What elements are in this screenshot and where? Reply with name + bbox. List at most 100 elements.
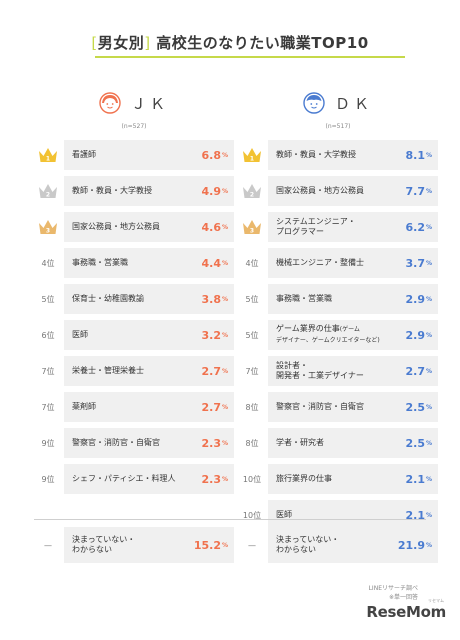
job-label: 事務職・営業職 xyxy=(72,258,128,267)
jk-header: ＪＫ xyxy=(34,86,234,120)
resemom-logo: ReseMom xyxy=(366,603,446,621)
job-box: 学者・研究者 2.5% xyxy=(268,428,438,458)
rank-label: 8位 xyxy=(245,402,259,412)
value-label: 4.6% xyxy=(201,220,228,234)
rank-label: 3 xyxy=(238,212,266,242)
dk-rank-row: 1 教師・教員・大学教授 8.1% xyxy=(238,140,438,170)
value-label: 2.5% xyxy=(405,436,432,450)
job-label: 医師 xyxy=(276,510,292,519)
job-box: 警察官・消防官・自衛官 2.5% xyxy=(268,392,438,422)
job-label: 警察官・消防官・自衛官 xyxy=(276,402,364,411)
value-label: 4.9% xyxy=(201,184,228,198)
title-bracket-open: [ xyxy=(91,34,98,52)
girl-face-icon xyxy=(99,92,121,114)
jk-rows: 1 看護師 6.8% 2 教師・教員・大学教授 4.9% 3 国家公務員・地方公務員 4.6% 4… xyxy=(34,140,234,494)
job-label: 旅行業界の仕事 xyxy=(276,474,332,483)
value-label: 6.8% xyxy=(201,148,228,162)
job-label: 栄養士・管理栄養士 xyxy=(72,366,144,375)
job-label: 国家公務員・地方公務員 xyxy=(72,222,160,231)
dk-header: ＤＫ xyxy=(238,86,438,120)
crown-rank-number: 2 xyxy=(250,192,254,199)
answer-note: ※単一回答 xyxy=(388,594,418,601)
job-box: 機械エンジニア・整備士 3.7% xyxy=(268,248,438,278)
rank-label: 5位 xyxy=(245,294,259,304)
dk-rank-row: 5位 ゲーム業界の仕事(ゲーム デザイナー、ゲームクリエイターなど) 2.9% xyxy=(238,320,438,350)
job-label: 設計者・ 開発者・工業デザイナー xyxy=(276,361,364,380)
dk-rank-row: 2 国家公務員・地方公務員 7.7% xyxy=(238,176,438,206)
rank-label: 7位 xyxy=(41,366,55,376)
job-box: 看護師 6.8% xyxy=(64,140,234,170)
gold-crown-icon: 1 xyxy=(243,148,261,163)
bronze-crown-icon: 3 xyxy=(39,220,57,235)
other-divider xyxy=(34,519,426,520)
job-box: 警察官・消防官・自衛官 2.3% xyxy=(64,428,234,458)
rank-label: 2 xyxy=(34,176,62,206)
job-box: ゲーム業界の仕事(ゲーム デザイナー、ゲームクリエイターなど) 2.9% xyxy=(268,320,438,350)
value-label: 15.2% xyxy=(193,538,228,552)
job-box: 設計者・ 開発者・工業デザイナー 2.7% xyxy=(268,356,438,386)
dk-rank-row: 8位 学者・研究者 2.5% xyxy=(238,428,438,458)
rank-label: 10位 xyxy=(242,474,262,484)
job-box: 国家公務員・地方公務員 7.7% xyxy=(268,176,438,206)
rank-label: 5位 xyxy=(41,294,55,304)
job-box: 旅行業界の仕事 2.1% xyxy=(268,464,438,494)
value-label: 2.5% xyxy=(405,400,432,414)
value-label: 2.7% xyxy=(201,400,228,414)
jk-column: ＪＫ (n=527) 1 看護師 6.8% 2 教師・教員・大学教授 4.9% 3 国家公務員… xyxy=(34,86,234,500)
dk-rank-row: 8位 警察官・消防官・自衛官 2.5% xyxy=(238,392,438,422)
jk-rank-row: 2 教師・教員・大学教授 4.9% xyxy=(34,176,234,206)
rank-label: 1 xyxy=(34,140,62,170)
job-label: 看護師 xyxy=(72,150,96,159)
crown-rank-number: 3 xyxy=(250,228,254,235)
job-box: 医師 2.1% xyxy=(268,500,438,530)
value-label: 2.7% xyxy=(405,364,432,378)
dk-rank-row: 5位 事務職・営業職 2.9% xyxy=(238,284,438,314)
job-label: 決まっていない・ わからない xyxy=(276,535,340,554)
jk-rank-row: 9位 シェフ・パティシエ・料理人 2.3% xyxy=(34,464,234,494)
job-label: 医師 xyxy=(72,330,88,339)
jk-count: (n=527) xyxy=(121,123,147,130)
job-label: 教師・教員・大学教授 xyxy=(72,186,152,195)
value-label: 3.7% xyxy=(405,256,432,270)
rank-label: 3 xyxy=(34,212,62,242)
boy-face-icon xyxy=(303,92,325,114)
dk-label: ＤＫ xyxy=(334,94,373,113)
crown-rank-number: 1 xyxy=(250,156,254,163)
job-box: 事務職・営業職 4.4% xyxy=(64,248,234,278)
dk-column: ＤＫ (n=517) 1 教師・教員・大学教授 8.1% 2 国家公務員・地方公務員 7.… xyxy=(238,86,438,536)
rank-label: 9位 xyxy=(41,438,55,448)
value-label: 8.1% xyxy=(405,148,432,162)
jk-rank-row: 3 国家公務員・地方公務員 4.6% xyxy=(34,212,234,242)
jk-rank-row: 1 看護師 6.8% xyxy=(34,140,234,170)
rank-label: 7位 xyxy=(245,366,259,376)
source-line: LINEリサーチ調べ xyxy=(368,585,418,592)
dk-rank-row: 7位 設計者・ 開発者・工業デザイナー 2.7% xyxy=(238,356,438,386)
jk-label: ＪＫ xyxy=(130,94,169,113)
job-box: 国家公務員・地方公務員 4.6% xyxy=(64,212,234,242)
job-box: 教師・教員・大学教授 4.9% xyxy=(64,176,234,206)
job-label: 国家公務員・地方公務員 xyxy=(276,186,364,195)
job-box: 保育士・幼稚園教諭 3.8% xyxy=(64,284,234,314)
dk-rank-row: 10位 医師 2.1% xyxy=(238,500,438,530)
job-label: 決まっていない・ わからない xyxy=(72,535,136,554)
title-bracket-close: ] xyxy=(144,34,151,52)
value-label: 3.8% xyxy=(201,292,228,306)
job-box: 事務職・営業職 2.9% xyxy=(268,284,438,314)
value-label: 4.4% xyxy=(201,256,228,270)
dk-rank-row: 3 システムエンジニア・ プログラマー 6.2% xyxy=(238,212,438,242)
crown-rank-number: 1 xyxy=(46,156,50,163)
job-box: システムエンジニア・ プログラマー 6.2% xyxy=(268,212,438,242)
value-label: 2.1% xyxy=(405,472,432,486)
jk-rank-row: 7位 栄養士・管理栄養士 2.7% xyxy=(34,356,234,386)
value-label: 2.1% xyxy=(405,508,432,522)
rank-label: — xyxy=(44,540,52,550)
source-note: LINEリサーチ調べ ※単一回答 xyxy=(369,584,418,602)
job-box: 教師・教員・大学教授 8.1% xyxy=(268,140,438,170)
job-box: 医師 3.2% xyxy=(64,320,234,350)
rank-label: 9位 xyxy=(41,474,55,484)
job-label: 事務職・営業職 xyxy=(276,294,332,303)
jk-rank-row: 4位 事務職・営業職 4.4% xyxy=(34,248,234,278)
job-label: シェフ・パティシエ・料理人 xyxy=(72,474,176,483)
page-title: [男女別] 高校生のなりたい職業TOP10 xyxy=(0,32,460,53)
brand-ruby: リセマム xyxy=(428,598,444,603)
